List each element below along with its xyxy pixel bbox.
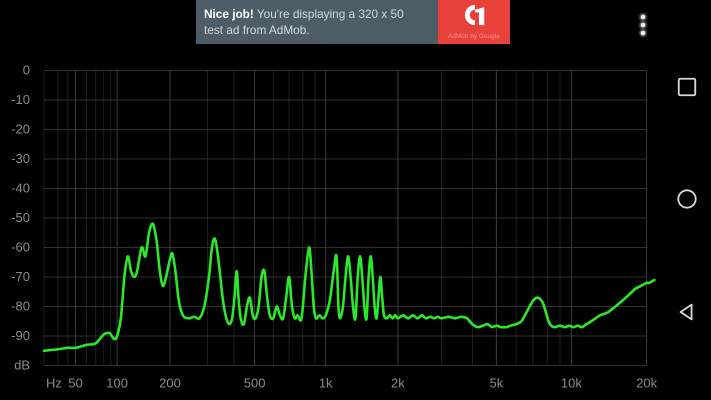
svg-text:-20: -20 [11,122,30,137]
svg-text:-10: -10 [11,92,30,107]
svg-text:200: 200 [159,376,181,391]
svg-text:20k: 20k [636,376,657,391]
svg-text:100: 100 [106,376,128,391]
svg-text:0: 0 [23,63,30,78]
svg-text:-60: -60 [11,240,30,255]
svg-text:2k: 2k [391,376,405,391]
svg-text:-90: -90 [11,328,30,343]
svg-text:50: 50 [68,376,82,391]
svg-text:5k: 5k [490,376,504,391]
svg-text:-50: -50 [11,210,30,225]
svg-text:-40: -40 [11,181,30,196]
svg-text:1k: 1k [319,376,333,391]
svg-text:Hz: Hz [46,376,62,391]
svg-text:10k: 10k [561,376,582,391]
svg-text:-30: -30 [11,151,30,166]
svg-text:-70: -70 [11,269,30,284]
svg-text:dB: dB [14,358,30,373]
svg-text:500: 500 [244,376,266,391]
svg-text:-80: -80 [11,299,30,314]
